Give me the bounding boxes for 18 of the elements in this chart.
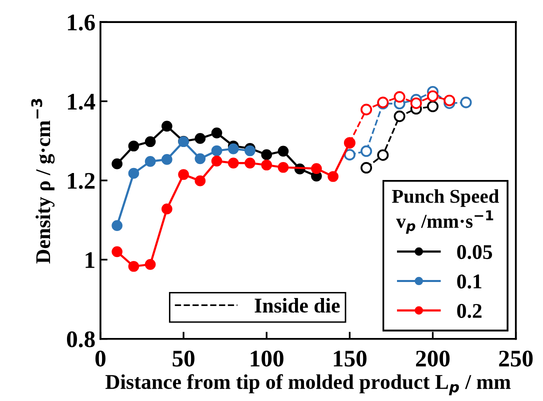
legend-label: 0.2 [457,304,482,318]
y-tick-label: 1.6 [68,14,95,31]
x-tick-label: 0 [95,350,106,367]
x-axis-title: Distance from tip of molded product L$_{p}$ / mm [106,374,511,396]
legend-label: 0.05 [457,245,492,260]
legend-title: Punch Speed v$_{p}$ /mm·s$^{−1}$ [392,189,499,234]
x-tick-label: 250 [499,350,533,367]
x-tick-label: 200 [416,350,450,367]
legend-label: 0.1 [457,274,482,289]
x-tick-label: 100 [250,350,284,367]
y-tick-label: 1 [86,252,94,268]
y-axis-title: Density ρ / g·cm$^{−3}$ [31,98,55,264]
y-tick-label: 0.8 [66,331,95,348]
y-tick-label: 1.2 [68,173,95,189]
x-tick-label: 50 [172,350,194,367]
y-tick-label: 1.4 [68,94,96,110]
x-tick-label: 150 [334,350,366,367]
annotation: Inside die [254,298,340,313]
